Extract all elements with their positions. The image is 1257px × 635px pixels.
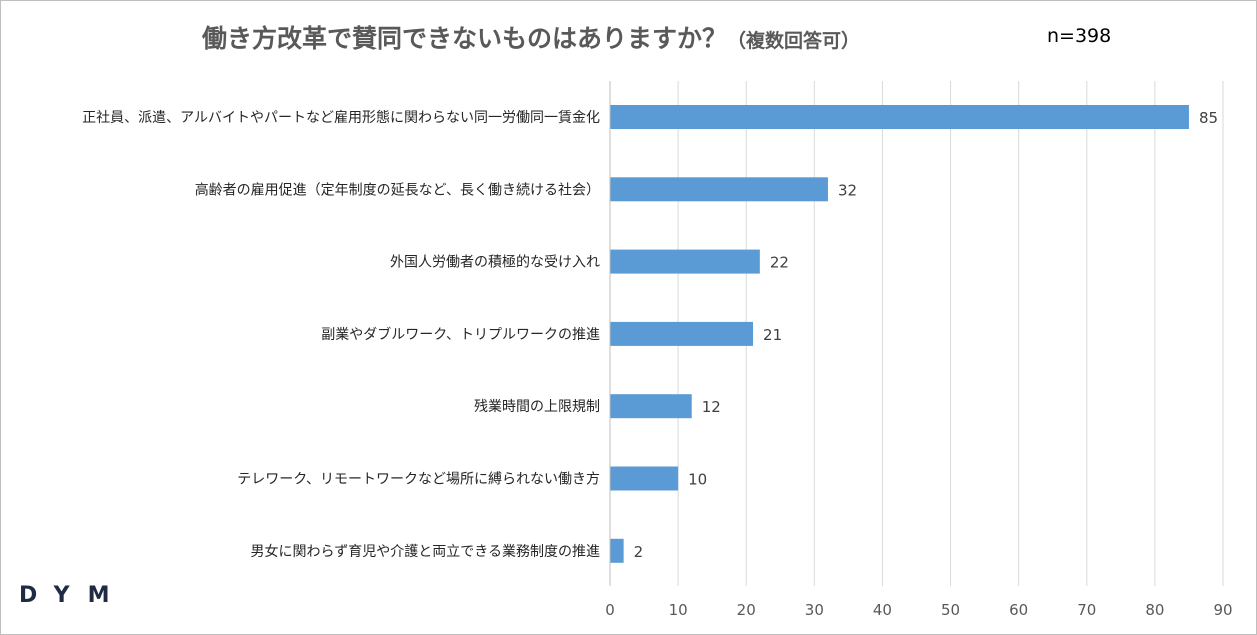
x-tick-label: 80 [1145, 601, 1164, 619]
category-label: 外国人労働者の積極的な受け入れ [390, 255, 600, 271]
data-label: 12 [702, 398, 721, 416]
chart-title-subtitle: （複数回答可） [727, 30, 861, 52]
chart-title-main: 働き方改革で賛同できないものはありますか？ [201, 24, 727, 53]
x-tick-label: 70 [1077, 601, 1096, 619]
x-tick-label: 20 [737, 601, 756, 619]
data-label: 21 [763, 326, 782, 344]
data-label: 85 [1199, 109, 1218, 127]
data-label: 22 [770, 254, 789, 272]
bar [610, 249, 760, 274]
category-label: 正社員、派遣、アルバイトやパートなど雇用形態に関わらない同一労働同一賃金化 [82, 109, 600, 126]
bar [610, 105, 1189, 129]
x-tick-label: 30 [805, 601, 824, 619]
bar [610, 538, 624, 563]
bar [610, 321, 754, 346]
category-label: 高齢者の雇用促進（定年制度の延長など、長く働き続ける社会） [195, 181, 600, 198]
category-label: 男女に関わらず育児や介護と両立できる業務制度の推進 [251, 543, 600, 560]
dym-logo: DYM [19, 583, 128, 608]
data-label: 10 [688, 471, 707, 489]
data-label: 32 [838, 181, 857, 199]
bar [610, 177, 828, 202]
category-label: 副業やダブルワーク、トリプルワークの推進 [321, 326, 600, 343]
category-label: テレワーク、リモートワークなど場所に縛られない働き方 [237, 471, 600, 488]
data-label: 2 [634, 543, 644, 561]
chart-title: 働き方改革で賛同できないものはありますか？（複数回答可） [1, 19, 1061, 55]
x-tick-label: 10 [669, 601, 688, 619]
x-tick-label: 0 [605, 601, 615, 619]
bar [610, 394, 692, 419]
x-tick-label: 90 [1213, 601, 1232, 619]
category-label: 残業時間の上限規制 [474, 399, 600, 415]
bar [610, 466, 679, 491]
x-tick-label: 60 [1009, 601, 1028, 619]
x-tick-label: 50 [941, 601, 960, 619]
x-tick-label: 40 [873, 601, 892, 619]
sample-size-label: n=398 [1047, 25, 1112, 47]
